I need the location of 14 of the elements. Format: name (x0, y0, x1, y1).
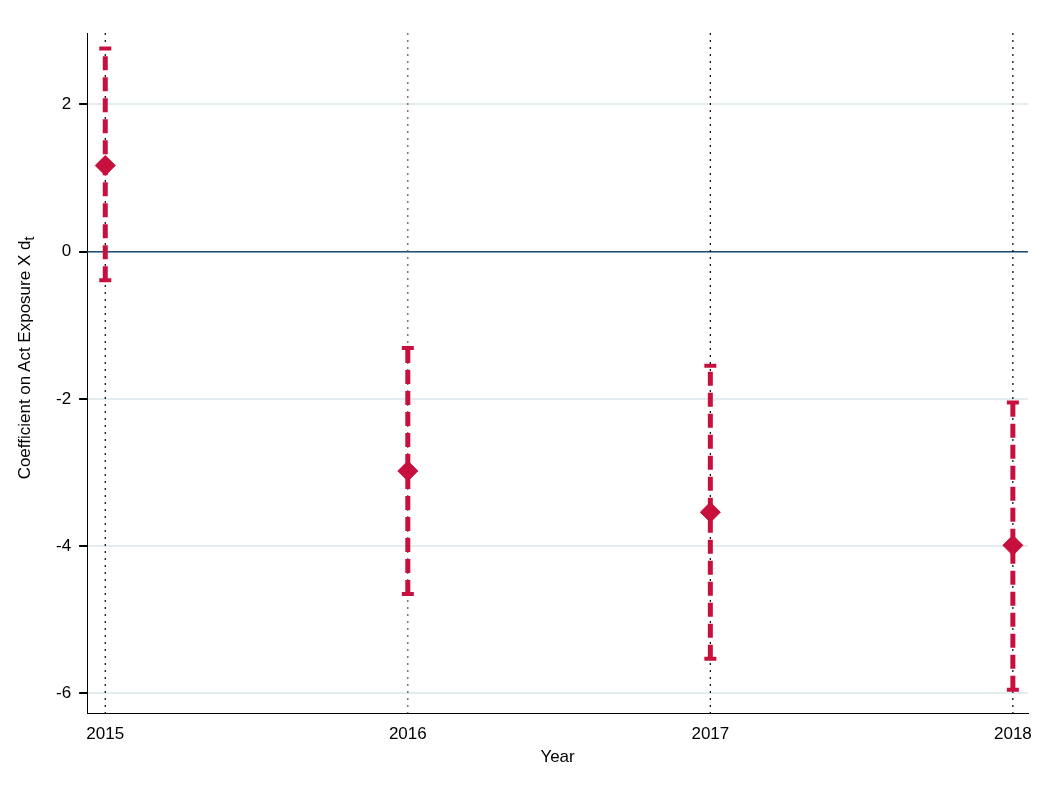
point (1002, 534, 1024, 556)
x-tick-label: 2016 (388, 724, 427, 744)
x-tick-label: 2015 (86, 724, 125, 744)
point (94, 155, 116, 177)
y-tick-label: 2 (61, 94, 72, 114)
y-tick-label: -2 (55, 388, 72, 408)
y-tick-label: -6 (55, 683, 72, 703)
y-tick-label: -4 (55, 535, 72, 555)
point (699, 501, 721, 523)
y-tick-label: 0 (61, 241, 72, 261)
point (397, 460, 419, 482)
x-tick-label: 2018 (993, 724, 1032, 744)
x-tick-label: 2017 (691, 724, 730, 744)
x-axis-title: Year (540, 747, 576, 767)
